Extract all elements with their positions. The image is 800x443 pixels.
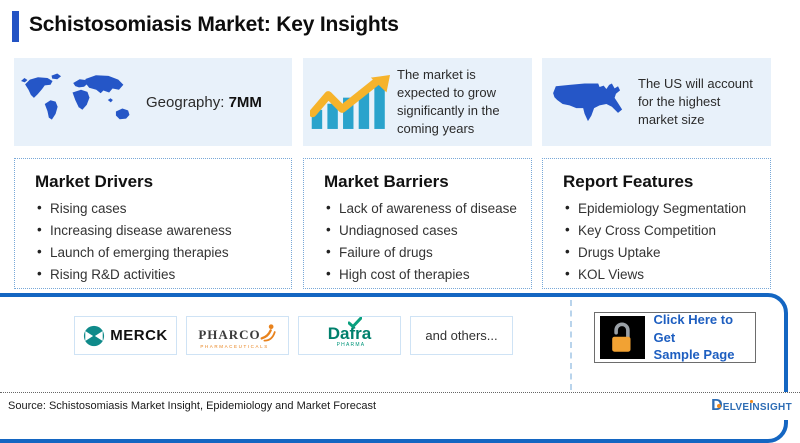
dafra-logo: Dafra PHARMA	[298, 316, 401, 355]
sample-page-button-label: Click Here to Get Sample Page	[653, 312, 735, 363]
pharco-swoosh-icon	[259, 323, 277, 343]
world-map-icon	[14, 69, 146, 135]
us-map-icon	[542, 77, 638, 127]
list-item: Lack of awareness of disease	[326, 200, 531, 216]
highlight-geography: Geography: 7MM	[14, 58, 292, 146]
list-item: Rising R&D activities	[37, 266, 291, 282]
dafra-subtext: PHARMA	[336, 341, 366, 348]
others-label: and others...	[425, 328, 498, 343]
list-item: KOL Views	[565, 266, 770, 282]
list-item: Increasing disease awareness	[37, 222, 291, 238]
source-text: Source: Schistosomiasis Market Insight, …	[8, 400, 377, 412]
dafra-name: Dafra	[327, 323, 372, 343]
pharco-name: PHARCO	[198, 326, 261, 342]
list-item: Failure of drugs	[326, 244, 531, 260]
us-text: The US will account for the highest mark…	[638, 75, 753, 128]
sample-page-button[interactable]: Click Here to Get Sample Page	[594, 312, 756, 363]
highlight-growth: The market is expected to grow significa…	[303, 58, 532, 146]
list-item: Key Cross Competition	[565, 222, 770, 238]
band-divider	[570, 300, 572, 390]
company-logo-row: MERCK PHARCO PHARMACEUTICALS	[74, 316, 513, 355]
panel-list: Lack of awareness of disease Undiagnosed…	[326, 200, 531, 282]
panel-title: Market Barriers	[324, 172, 449, 191]
panel-title: Market Drivers	[35, 172, 154, 191]
list-item: Drugs Uptake	[565, 244, 770, 260]
open-lock-icon	[600, 316, 645, 359]
geography-value: 7MM	[228, 93, 262, 111]
list-item: Epidemiology Segmentation	[565, 200, 770, 216]
pharco-subtext: PHARMACEUTICALS	[200, 343, 269, 349]
list-item: Rising cases	[37, 200, 291, 216]
dafra-check-icon	[347, 315, 363, 333]
merck-logo: MERCK	[74, 316, 177, 355]
merck-name: MERCK	[110, 327, 168, 344]
list-item: Launch of emerging therapies	[37, 244, 291, 260]
panel-report-features: Report Features Epidemiology Segmentatio…	[542, 158, 771, 289]
highlight-us: The US will account for the highest mark…	[542, 58, 771, 146]
panel-market-drivers: Market Drivers Rising cases Increasing d…	[14, 158, 292, 289]
panel-title: Report Features	[563, 172, 694, 191]
others-card: and others...	[410, 316, 513, 355]
panel-list: Epidemiology Segmentation Key Cross Comp…	[565, 200, 770, 282]
footer: Source: Schistosomiasis Market Insight, …	[0, 392, 800, 420]
list-item: Undiagnosed cases	[326, 222, 531, 238]
list-item: High cost of therapies	[326, 266, 531, 282]
title-accent-bar	[12, 11, 19, 42]
panel-list: Rising cases Increasing disease awarenes…	[37, 200, 291, 282]
page-title: Schistosomiasis Market: Key Insights	[29, 13, 399, 36]
logo-dot	[717, 404, 722, 408]
panel-market-barriers: Market Barriers Lack of awareness of dis…	[303, 158, 532, 289]
geography-text: Geography: 7MM	[146, 93, 262, 111]
pharco-logo: PHARCO PHARMACEUTICALS	[186, 316, 289, 355]
growth-chart-icon	[303, 74, 397, 130]
growth-text: The market is expected to grow significa…	[397, 66, 500, 137]
delveinsight-logo: D ELVEINSIGHT	[711, 397, 792, 415]
merck-icon	[83, 325, 105, 347]
